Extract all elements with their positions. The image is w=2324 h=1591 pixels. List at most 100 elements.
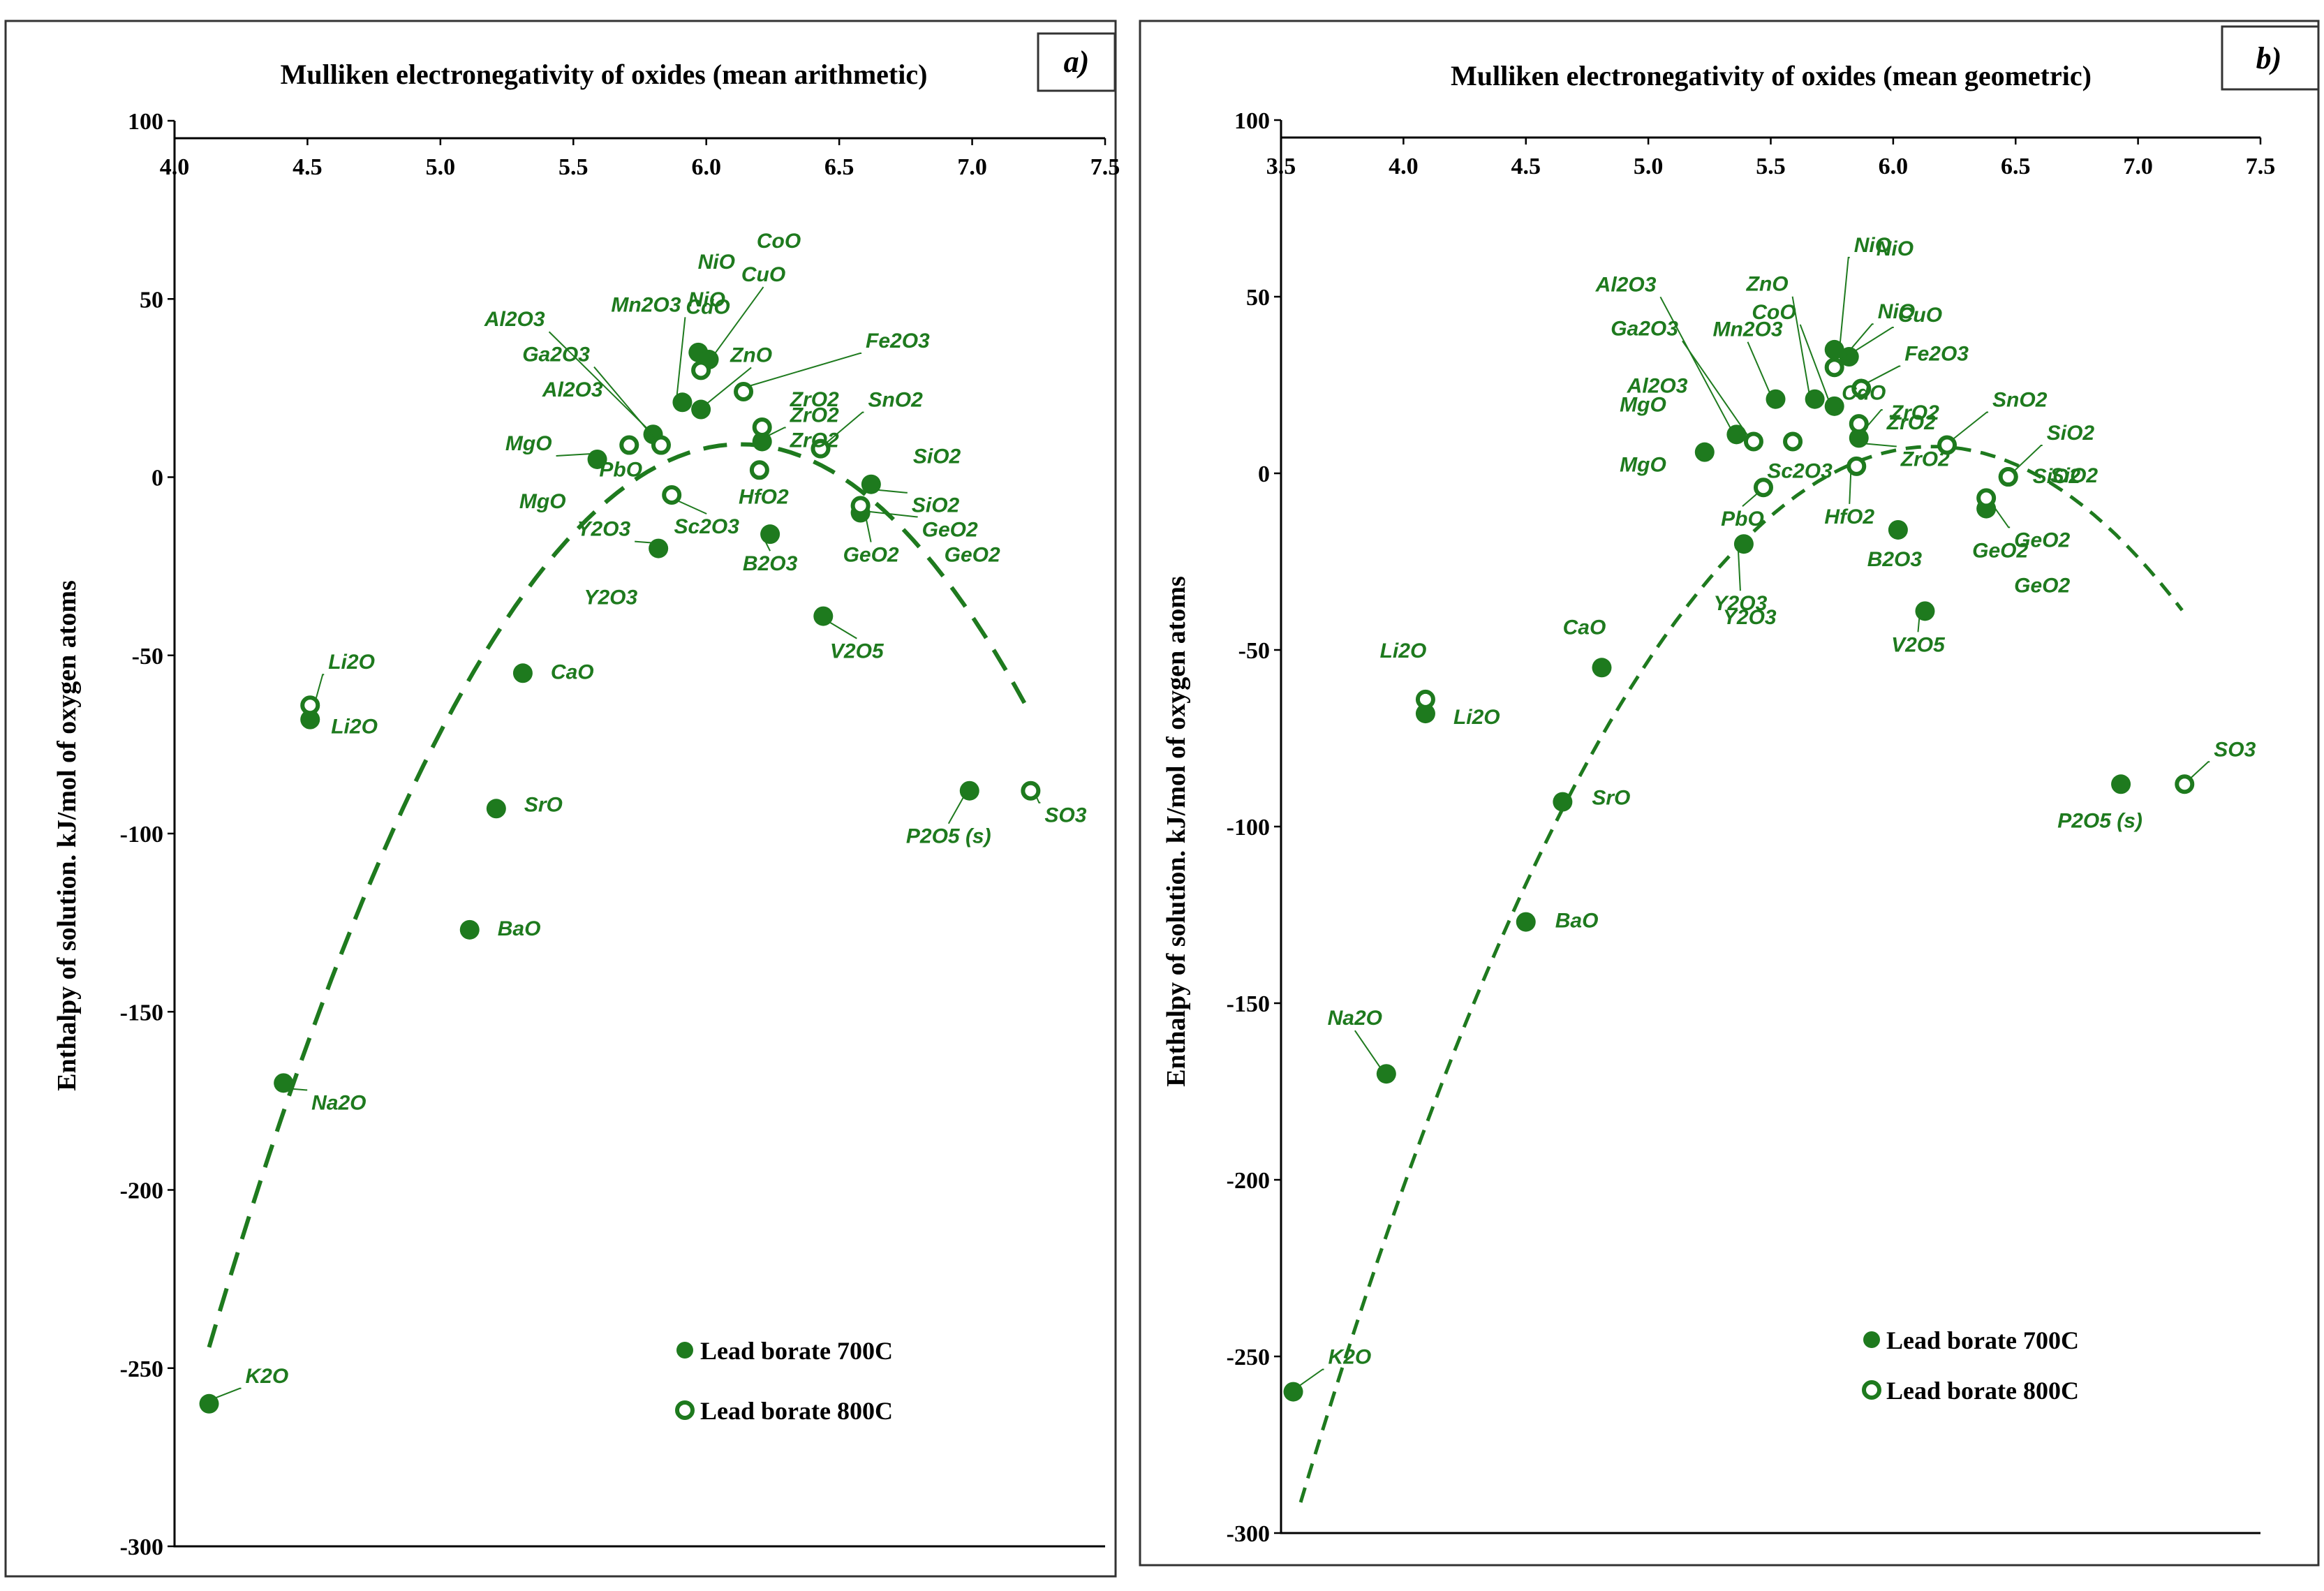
- point-open-hfo2: [749, 460, 769, 480]
- label-leader-line: [825, 411, 864, 444]
- point-label: P2O5 (s): [2057, 809, 2142, 832]
- y-tick-label: -50: [132, 644, 163, 669]
- point-label: ZrO2: [790, 388, 839, 411]
- point-label: SnO2: [868, 389, 923, 412]
- point-open-hfo2: [1846, 456, 1867, 476]
- point-label: ZnO: [730, 344, 772, 367]
- legend-open-label: Lead borate 800C: [1886, 1377, 2079, 1405]
- point-label: Ga2O3: [522, 343, 590, 367]
- point-label: CaO: [1563, 616, 1606, 639]
- label-leader-line: [1737, 549, 1741, 591]
- point-filled-sio2: [861, 474, 881, 494]
- y-tick-label: 0: [1258, 461, 1270, 487]
- point-label: BaO: [498, 917, 541, 940]
- point-filled-bao: [1516, 912, 1536, 932]
- point-label: Na2O: [1328, 1007, 1382, 1030]
- point-filled-v2o5: [813, 606, 834, 626]
- point-filled-b2o3: [760, 524, 780, 545]
- point-filled-sro: [486, 799, 506, 819]
- legend-filled-label: Lead borate 700C: [700, 1337, 893, 1365]
- point-filled-na2o: [274, 1073, 294, 1093]
- point-open-pbo: [619, 435, 639, 455]
- point-filled-mgo: [587, 449, 607, 469]
- label-leader-line: [676, 317, 686, 397]
- point-filled-li2o: [300, 709, 320, 730]
- point-open-sc2o3: [1783, 431, 1803, 452]
- point-filled-nio: [1824, 339, 1844, 360]
- panel-b: Mulliken electronegativity of oxides (me…: [1139, 20, 2320, 1567]
- x-tick-label: 6.5: [824, 154, 854, 180]
- point-label: SnO2: [1992, 389, 2048, 412]
- point-label: Y2O3: [584, 586, 637, 609]
- legend-open-marker: [1862, 1380, 1881, 1400]
- point-filled-p2o5s: [959, 780, 979, 801]
- point-label: GeO2: [843, 544, 899, 567]
- label-leader-line: [1864, 409, 1883, 430]
- x-tick-label: 4.5: [1511, 154, 1541, 179]
- point-open-li2o: [1415, 689, 1435, 709]
- panel-a-frame: [4, 20, 1117, 1578]
- x-tick-label: 5.0: [426, 154, 456, 180]
- label-leader-line: [1742, 492, 1759, 507]
- label-leader-line: [1864, 443, 1897, 447]
- point-label: NiO: [1854, 234, 1891, 257]
- label-leader-line: [593, 366, 656, 441]
- label-leader-line: [1791, 296, 1810, 394]
- fit-curve: [207, 442, 1028, 1348]
- point-label: Al2O3: [1595, 273, 1657, 296]
- point-label: CuO: [1898, 304, 1942, 327]
- point-label: Al2O3: [1627, 374, 1688, 397]
- y-tick-label: -150: [120, 1000, 163, 1026]
- point-label: NiO: [688, 288, 725, 311]
- point-open-fe2o3: [734, 381, 754, 401]
- point-label: Sc2O3: [674, 515, 739, 538]
- point-label: HfO2: [1824, 505, 1874, 528]
- panel-b-letter-box: [2221, 25, 2320, 91]
- point-label: Fe2O3: [1904, 343, 1969, 366]
- point-label: Sc2O3: [1767, 459, 1833, 482]
- point-open-pbo: [1753, 478, 1773, 498]
- label-leader-line: [1952, 411, 1989, 441]
- label-leader-line: [1682, 340, 1749, 437]
- panel-a-ylabel: Enthalpy of solution. kJ/mol of oxygen a…: [52, 580, 82, 1091]
- label-leader-line: [556, 452, 592, 457]
- y-tick-label: 50: [1246, 285, 1270, 311]
- point-filled-cao: [1592, 658, 1612, 678]
- panel-b-ylabel: Enthalpy of solution. kJ/mol of oxygen a…: [1162, 576, 1191, 1087]
- point-label: ZnO: [1746, 273, 1789, 296]
- point-label: ZrO2: [790, 404, 839, 427]
- point-filled-cao: [512, 663, 533, 683]
- point-open-sio2: [1998, 467, 2018, 487]
- y-tick-label: 100: [1234, 108, 1270, 134]
- point-filled-y2o3: [649, 538, 669, 558]
- label-leader-line: [1849, 471, 1852, 504]
- point-filled-zno: [1805, 389, 1825, 409]
- point-label: K2O: [246, 1365, 289, 1388]
- point-label: HfO2: [739, 485, 789, 508]
- point-open-so3: [1021, 780, 1041, 801]
- point-open-zro2: [752, 417, 772, 438]
- panel-b-plot: 100 50 0 -50 -100 -150 -200 -250 -300 3.5 4.0 4.5 5.…: [1227, 108, 2276, 1547]
- point-filled-y2o3: [1733, 534, 1754, 554]
- point-label: SrO: [1592, 787, 1630, 810]
- y-tick-label: -250: [120, 1356, 163, 1382]
- point-open-ga2o3: [1743, 431, 1763, 452]
- label-leader-line: [214, 1387, 242, 1399]
- label-leader-line: [1866, 365, 1901, 384]
- point-label: SiO2: [2050, 464, 2099, 487]
- label-leader-line: [764, 539, 771, 552]
- point-label: Li2O: [331, 716, 378, 739]
- point-filled-mn2o3: [1766, 389, 1786, 409]
- x-tick-label: 3.5: [1266, 154, 1296, 179]
- label-leader-line: [1854, 327, 1894, 352]
- y-tick-label: -200: [120, 1178, 163, 1204]
- point-filled-li2o: [1415, 704, 1435, 724]
- label-leader-line: [2013, 445, 2043, 472]
- panel-a: Mulliken electronegativity of oxides (me…: [4, 20, 1120, 1578]
- label-leader-line: [1839, 256, 1850, 344]
- point-filled-k2o: [199, 1393, 219, 1414]
- label-leader-line: [1917, 616, 1920, 632]
- x-tick-label: 7.0: [2123, 154, 2153, 179]
- point-filled-k2o: [1283, 1382, 1303, 1402]
- label-leader-line: [1354, 1030, 1382, 1069]
